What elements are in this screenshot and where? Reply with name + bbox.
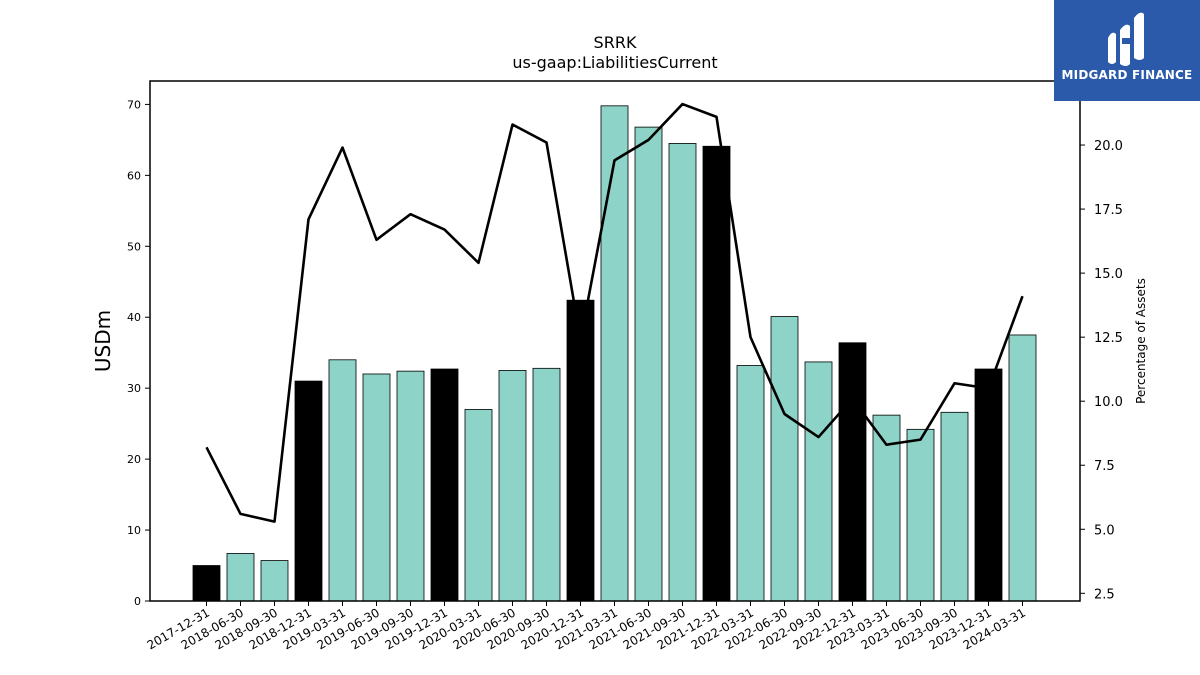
line-series-percentage-of-assets xyxy=(205,102,1024,523)
bar-2020-09-30 xyxy=(532,367,561,602)
y2-tick-label-5.0: 5.0 xyxy=(1094,523,1115,538)
bar-2023-03-31 xyxy=(872,414,901,602)
bar-2020-12-31 xyxy=(566,299,595,602)
bar-2022-09-30 xyxy=(804,361,833,602)
bar-2020-03-31 xyxy=(464,409,493,602)
bar-2022-06-30 xyxy=(770,316,799,602)
bar-2024-03-31 xyxy=(1008,334,1037,602)
bar-2018-06-30 xyxy=(226,553,255,602)
y-tick-label-60: 60 xyxy=(127,169,141,182)
bar-2019-12-31 xyxy=(430,368,459,602)
y2-tick-label-10.0: 10.0 xyxy=(1094,395,1123,410)
bar-2022-03-31 xyxy=(736,365,765,602)
bar-2023-06-30 xyxy=(906,428,935,602)
y-axis-label: USDm xyxy=(91,310,115,372)
y-tick-label-10: 10 xyxy=(127,524,141,537)
y2-axis-label: Percentage of Assets xyxy=(1134,278,1148,404)
bar-2018-12-31 xyxy=(294,380,323,602)
bar-2021-12-31 xyxy=(702,145,731,602)
y-tick-label-50: 50 xyxy=(127,240,141,253)
midgard-logo-icon xyxy=(1108,12,1144,67)
brand-name: MIDGARD FINANCE xyxy=(1061,68,1193,82)
bar-2017-12-31 xyxy=(192,565,221,602)
bar-2020-06-30 xyxy=(498,370,527,602)
y2-tick-label-7.5: 7.5 xyxy=(1094,459,1115,474)
bar-2022-12-31 xyxy=(838,342,867,602)
bar-2023-09-30 xyxy=(940,411,969,602)
bar-2021-03-31 xyxy=(600,105,629,602)
bar-2021-06-30 xyxy=(634,126,663,602)
y-tick-label-20: 20 xyxy=(127,453,141,466)
bar-2021-09-30 xyxy=(668,143,697,602)
y2-tick-label-2.5: 2.5 xyxy=(1094,587,1115,602)
chart-title: SRRK xyxy=(594,33,637,52)
bar-2018-09-30 xyxy=(260,560,289,602)
y-tick-label-70: 70 xyxy=(127,98,141,111)
bar-2019-06-30 xyxy=(362,373,391,602)
y2-tick-label-12.5: 12.5 xyxy=(1094,331,1123,346)
y-tick-label-0: 0 xyxy=(134,595,141,608)
chart-subtitle: us-gaap:LiabilitiesCurrent xyxy=(512,53,717,72)
y-tick-label-30: 30 xyxy=(127,382,141,395)
y2-tick-label-20.0: 20.0 xyxy=(1094,139,1123,154)
bar-2019-03-31 xyxy=(328,359,357,602)
bar-2023-12-31 xyxy=(974,368,1003,602)
bar-2019-09-30 xyxy=(396,370,425,602)
y2-tick-label-17.5: 17.5 xyxy=(1094,203,1123,218)
brand-logo: MIDGARD FINANCE xyxy=(1054,0,1200,101)
y2-tick-label-15.0: 15.0 xyxy=(1094,267,1123,282)
y-tick-label-40: 40 xyxy=(127,311,141,324)
